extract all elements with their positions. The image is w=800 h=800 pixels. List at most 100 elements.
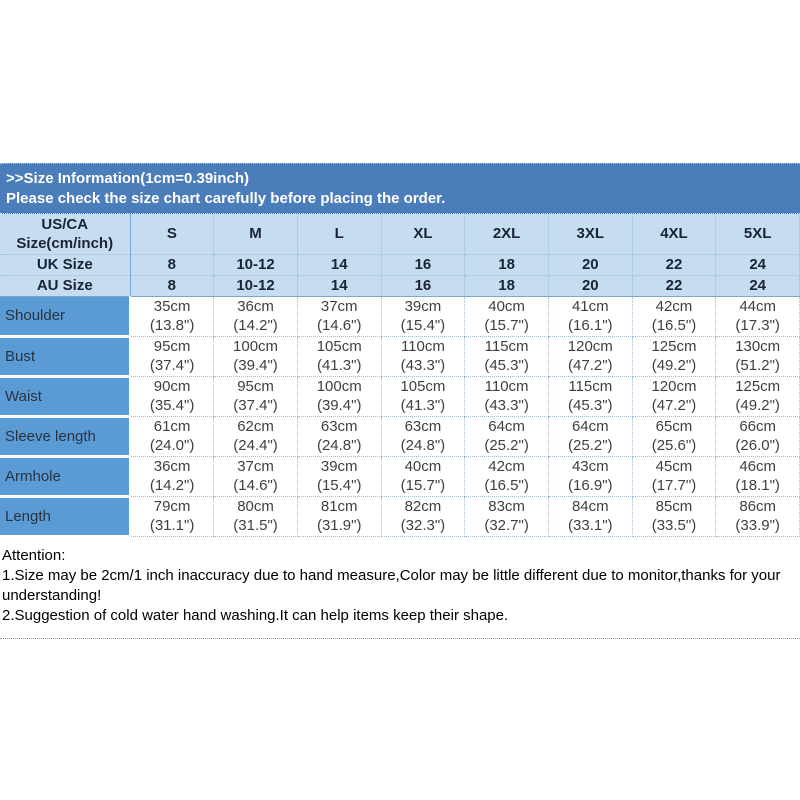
measure-label: Bust (0, 336, 131, 378)
size-info-banner: >>Size Information(1cm=0.39inch) Please … (0, 163, 800, 214)
region-size-value: 16 (381, 254, 466, 276)
measure-inch-value: (45.3") (568, 397, 613, 414)
region-size-value: 22 (632, 254, 717, 276)
size-chart-table: US/CA Size(cm/inch) S M L XL 2XL 3XL 4XL 5XL UK Si… (0, 214, 800, 538)
region-size-value: 22 (632, 275, 717, 297)
measure-label: Sleeve length (0, 416, 131, 458)
measure-cm-value: 80cm (237, 498, 274, 515)
measure-cm-value: 120cm (651, 378, 697, 395)
region-size-value: 24 (715, 254, 800, 276)
region-size-value: 24 (715, 275, 800, 297)
measure-inch-value: (16.5") (651, 317, 697, 334)
measure-label: Waist (0, 376, 131, 418)
measure-inch-value: (13.8") (149, 317, 195, 334)
measure-inch-value: (26.0") (735, 437, 780, 454)
measure-cell: 43cm (16.9") (548, 456, 633, 497)
measure-inch-value: (31.1") (149, 517, 195, 534)
measure-cm-value: 100cm (316, 378, 362, 395)
measure-inch-value: (41.3") (400, 397, 446, 414)
measure-inch-value: (49.2") (735, 397, 780, 414)
measure-cell: 61cm (24.0") (130, 416, 215, 457)
measure-inch-value: (15.4") (400, 317, 446, 334)
measure-cell: 82cm (32.3") (381, 496, 466, 537)
measure-cell: 65cm (25.6") (632, 416, 717, 457)
measure-cell: 37cm (14.6") (297, 296, 382, 337)
banner-subtitle: Please check the size chart carefully be… (6, 190, 446, 207)
measure-cm-value: 81cm (320, 498, 358, 515)
measure-inch-value: (14.2") (149, 477, 195, 494)
bottom-divider (0, 637, 800, 639)
measure-cm-value: 63cm (320, 418, 358, 435)
measure-cm-value: 86cm (739, 498, 776, 515)
size-column-header: 4XL (632, 214, 717, 255)
region-size-value: 16 (381, 275, 466, 297)
measure-label: Length (0, 496, 131, 538)
size-table-head: US/CA Size(cm/inch) S M L XL 2XL 3XL 4XL 5XL UK Si… (0, 214, 800, 297)
measure-inch-value: (49.2") (651, 357, 697, 374)
measure-cm-value: 90cm (153, 378, 191, 395)
measure-inch-value: (37.4") (233, 397, 278, 414)
measure-inch-value: (14.6") (316, 317, 362, 334)
measure-inch-value: (25.2") (484, 437, 529, 454)
measure-cell: 46cm (18.1") (715, 456, 800, 497)
size-column-header: L (297, 214, 382, 255)
measure-cm-value: 37cm (320, 298, 358, 315)
measure-inch-value: (16.5") (484, 477, 529, 494)
measure-inch-value: (17.3") (735, 317, 780, 334)
measure-label: Shoulder (0, 296, 131, 338)
region-size-value: 8 (130, 254, 215, 276)
measure-cell: 130cm (51.2") (715, 336, 800, 377)
measure-cell: 83cm (32.7") (464, 496, 549, 537)
measure-cell: 100cm (39.4") (297, 376, 382, 417)
measure-cm-value: 40cm (404, 458, 442, 475)
measure-cell: 64cm (25.2") (548, 416, 633, 457)
measure-cell: 86cm (33.9") (715, 496, 800, 537)
region-size-value: 14 (297, 275, 382, 297)
measure-cell: 39cm (15.4") (381, 296, 466, 337)
measure-cell: 44cm (17.3") (715, 296, 800, 337)
measure-cell: 41cm (16.1") (548, 296, 633, 337)
region-size-value: 10-12 (213, 254, 298, 276)
measure-cm-value: 115cm (484, 338, 529, 355)
measure-inch-value: (16.1") (568, 317, 613, 334)
measure-inch-value: (15.4") (316, 477, 362, 494)
measure-cm-value: 42cm (655, 298, 693, 315)
size-column-header: S (130, 214, 215, 255)
measure-inch-value: (17.7") (651, 477, 697, 494)
attention-section: Attention: 1.Size may be 2cm/1 inch inac… (0, 546, 800, 626)
measure-inch-value: (37.4") (149, 357, 195, 374)
corner-header: US/CA Size(cm/inch) (0, 214, 131, 255)
attention-note-1: 1.Size may be 2cm/1 inch inaccuracy due … (2, 566, 781, 604)
measure-inch-value: (35.4") (149, 397, 195, 414)
measure-cell: 79cm (31.1") (130, 496, 215, 537)
measure-cm-value: 79cm (153, 498, 191, 515)
measure-cm-value: 39cm (404, 298, 442, 315)
attention-note-2: 2.Suggestion of cold water hand washing.… (2, 606, 509, 624)
measure-cell: 125cm (49.2") (715, 376, 800, 417)
measure-inch-value: (14.6") (233, 477, 278, 494)
size-table-body: Shoulder 35cm (13.8") 36cm (14.2") 37cm (14.6"… (0, 296, 800, 538)
measure-inch-value: (32.3") (400, 517, 446, 534)
measure-inch-value: (15.7") (484, 317, 529, 334)
measure-cell: 62cm (24.4") (213, 416, 298, 457)
measure-inch-value: (39.4") (233, 357, 278, 374)
measure-inch-value: (24.4") (233, 437, 278, 454)
size-column-header: 5XL (715, 214, 800, 255)
banner-title: >>Size Information(1cm=0.39inch) (6, 170, 249, 187)
measure-inch-value: (16.9") (568, 477, 613, 494)
measure-cell: 125cm (49.2") (632, 336, 717, 377)
measure-cm-value: 83cm (488, 498, 525, 515)
measure-cm-value: 65cm (655, 418, 693, 435)
measure-cell: 63cm (24.8") (297, 416, 382, 457)
measure-cell: 110cm (43.3") (464, 376, 549, 417)
measure-cell: 105cm (41.3") (381, 376, 466, 417)
size-column-header: 3XL (548, 214, 633, 255)
measure-inch-value: (33.9") (735, 517, 780, 534)
measure-cm-value: 100cm (233, 338, 279, 355)
measure-cm-value: 120cm (567, 338, 613, 355)
measure-inch-value: (31.9") (316, 517, 362, 534)
measure-cm-value: 110cm (400, 338, 445, 355)
measure-cell: 105cm (41.3") (297, 336, 382, 377)
measure-cm-value: 82cm (404, 498, 442, 515)
measure-cell: 42cm (16.5") (464, 456, 549, 497)
